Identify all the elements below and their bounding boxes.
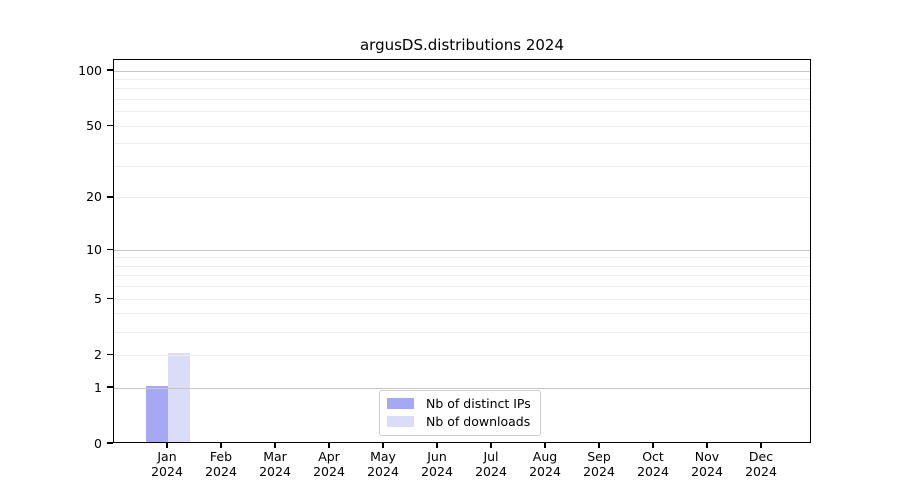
y-tick-mark xyxy=(107,124,113,126)
x-tick-label-year: 2024 xyxy=(583,464,615,479)
x-tick-label-month: Oct xyxy=(642,449,664,464)
x-tick-label: May 2024 xyxy=(351,449,415,479)
x-tick-label: Mar 2024 xyxy=(243,449,307,479)
x-tick-label-month: Nov xyxy=(694,449,720,464)
x-tick-label-year: 2024 xyxy=(367,464,399,479)
x-tick-label-year: 2024 xyxy=(259,464,291,479)
x-tick-mark xyxy=(274,443,276,448)
legend-swatch-distinct-ips xyxy=(387,398,414,409)
major-gridline xyxy=(114,387,810,389)
y-tick-mark xyxy=(107,386,113,388)
x-tick-label: Dec 2024 xyxy=(729,449,793,479)
x-tick-label-year: 2024 xyxy=(475,464,507,479)
major-gridline xyxy=(114,70,810,72)
x-tick-mark xyxy=(490,443,492,448)
x-tick-mark xyxy=(436,443,438,448)
x-tick-mark xyxy=(166,443,168,448)
y-tick-label: 50 xyxy=(86,117,102,133)
y-tick-mark xyxy=(107,248,113,250)
y-tick-label: 100 xyxy=(78,62,102,78)
x-tick-mark xyxy=(328,443,330,448)
x-tick-label-month: Aug xyxy=(532,449,558,464)
minor-gridline xyxy=(114,166,810,167)
x-tick-label-month: Apr xyxy=(318,449,340,464)
y-tick-label: 1 xyxy=(94,379,102,395)
x-tick-mark xyxy=(544,443,546,448)
y-tick-mark xyxy=(107,442,113,444)
minor-gridline xyxy=(114,275,810,277)
chart-title: argusDS.distributions 2024 xyxy=(359,36,565,54)
grid-layer xyxy=(114,60,810,442)
x-tick-label: Oct 2024 xyxy=(621,449,685,479)
minor-gridline xyxy=(114,143,810,145)
minor-gridline xyxy=(114,257,810,259)
x-tick-label-year: 2024 xyxy=(421,464,453,479)
x-tick-label-year: 2024 xyxy=(205,464,237,479)
x-tick-label: Sep 2024 xyxy=(567,449,631,479)
y-tick-label: 2 xyxy=(94,346,102,362)
y-tick-mark xyxy=(107,196,113,198)
bar-downloads-jan xyxy=(168,353,190,442)
y-tick-mark xyxy=(107,69,113,71)
x-tick-label: Jan 2024 xyxy=(135,449,199,479)
minor-gridline xyxy=(114,331,810,333)
x-tick-label: Jun 2024 xyxy=(405,449,469,479)
x-tick-mark xyxy=(652,443,654,448)
minor-gridline xyxy=(114,197,810,199)
bar-distinct-ips-jan xyxy=(146,386,168,442)
y-tick-mark xyxy=(107,297,113,299)
minor-gridline xyxy=(114,111,810,113)
y-tick-label: 5 xyxy=(94,290,102,306)
x-tick-label-year: 2024 xyxy=(529,464,561,479)
legend-item-downloads: Nb of downloads xyxy=(387,414,531,429)
x-tick-label: Feb 2024 xyxy=(189,449,253,479)
x-tick-label: Aug 2024 xyxy=(513,449,577,479)
x-tick-label-year: 2024 xyxy=(745,464,777,479)
x-tick-label-month: Dec xyxy=(748,449,774,464)
minor-gridline xyxy=(114,265,810,267)
x-tick-label: Nov 2024 xyxy=(675,449,739,479)
minor-gridline xyxy=(114,313,810,315)
x-tick-label-month: Jul xyxy=(483,449,499,464)
minor-gridline xyxy=(114,354,810,356)
x-tick-label-year: 2024 xyxy=(313,464,345,479)
legend-swatch-downloads xyxy=(387,416,414,427)
legend-label-downloads: Nb of downloads xyxy=(426,414,531,429)
y-tick-label: 10 xyxy=(86,241,102,257)
x-tick-label-year: 2024 xyxy=(151,464,183,479)
x-tick-label-month: Sep xyxy=(587,449,611,464)
x-tick-mark xyxy=(706,443,708,448)
bars-layer xyxy=(114,60,810,442)
x-tick-label: Apr 2024 xyxy=(297,449,361,479)
x-tick-mark xyxy=(598,443,600,448)
y-tick-label: 0 xyxy=(94,435,102,451)
major-gridline xyxy=(114,249,810,251)
legend-label-distinct-ips: Nb of distinct IPs xyxy=(426,396,531,411)
x-tick-label-month: Feb xyxy=(209,449,233,464)
minor-gridline xyxy=(114,286,810,288)
minor-gridline xyxy=(114,125,810,127)
x-tick-label-month: Mar xyxy=(263,449,287,464)
x-tick-label-year: 2024 xyxy=(691,464,723,479)
minor-gridline xyxy=(114,88,810,90)
x-tick-label-month: Jan xyxy=(157,449,177,464)
minor-gridline xyxy=(114,99,810,100)
minor-gridline xyxy=(114,298,810,300)
x-tick-mark xyxy=(382,443,384,448)
x-tick-label-year: 2024 xyxy=(637,464,669,479)
y-tick-label: 20 xyxy=(86,189,102,205)
x-tick-label-month: May xyxy=(370,449,396,464)
x-tick-mark xyxy=(220,443,222,448)
legend: Nb of distinct IPs Nb of downloads xyxy=(379,390,541,436)
x-tick-label: Jul 2024 xyxy=(459,449,523,479)
minor-gridline xyxy=(114,78,810,80)
plot-area: Nb of distinct IPs Nb of downloads xyxy=(113,59,811,443)
y-tick-mark xyxy=(107,353,113,355)
x-tick-mark xyxy=(760,443,762,448)
legend-item-distinct-ips: Nb of distinct IPs xyxy=(387,396,531,411)
x-tick-label-month: Jun xyxy=(427,449,447,464)
